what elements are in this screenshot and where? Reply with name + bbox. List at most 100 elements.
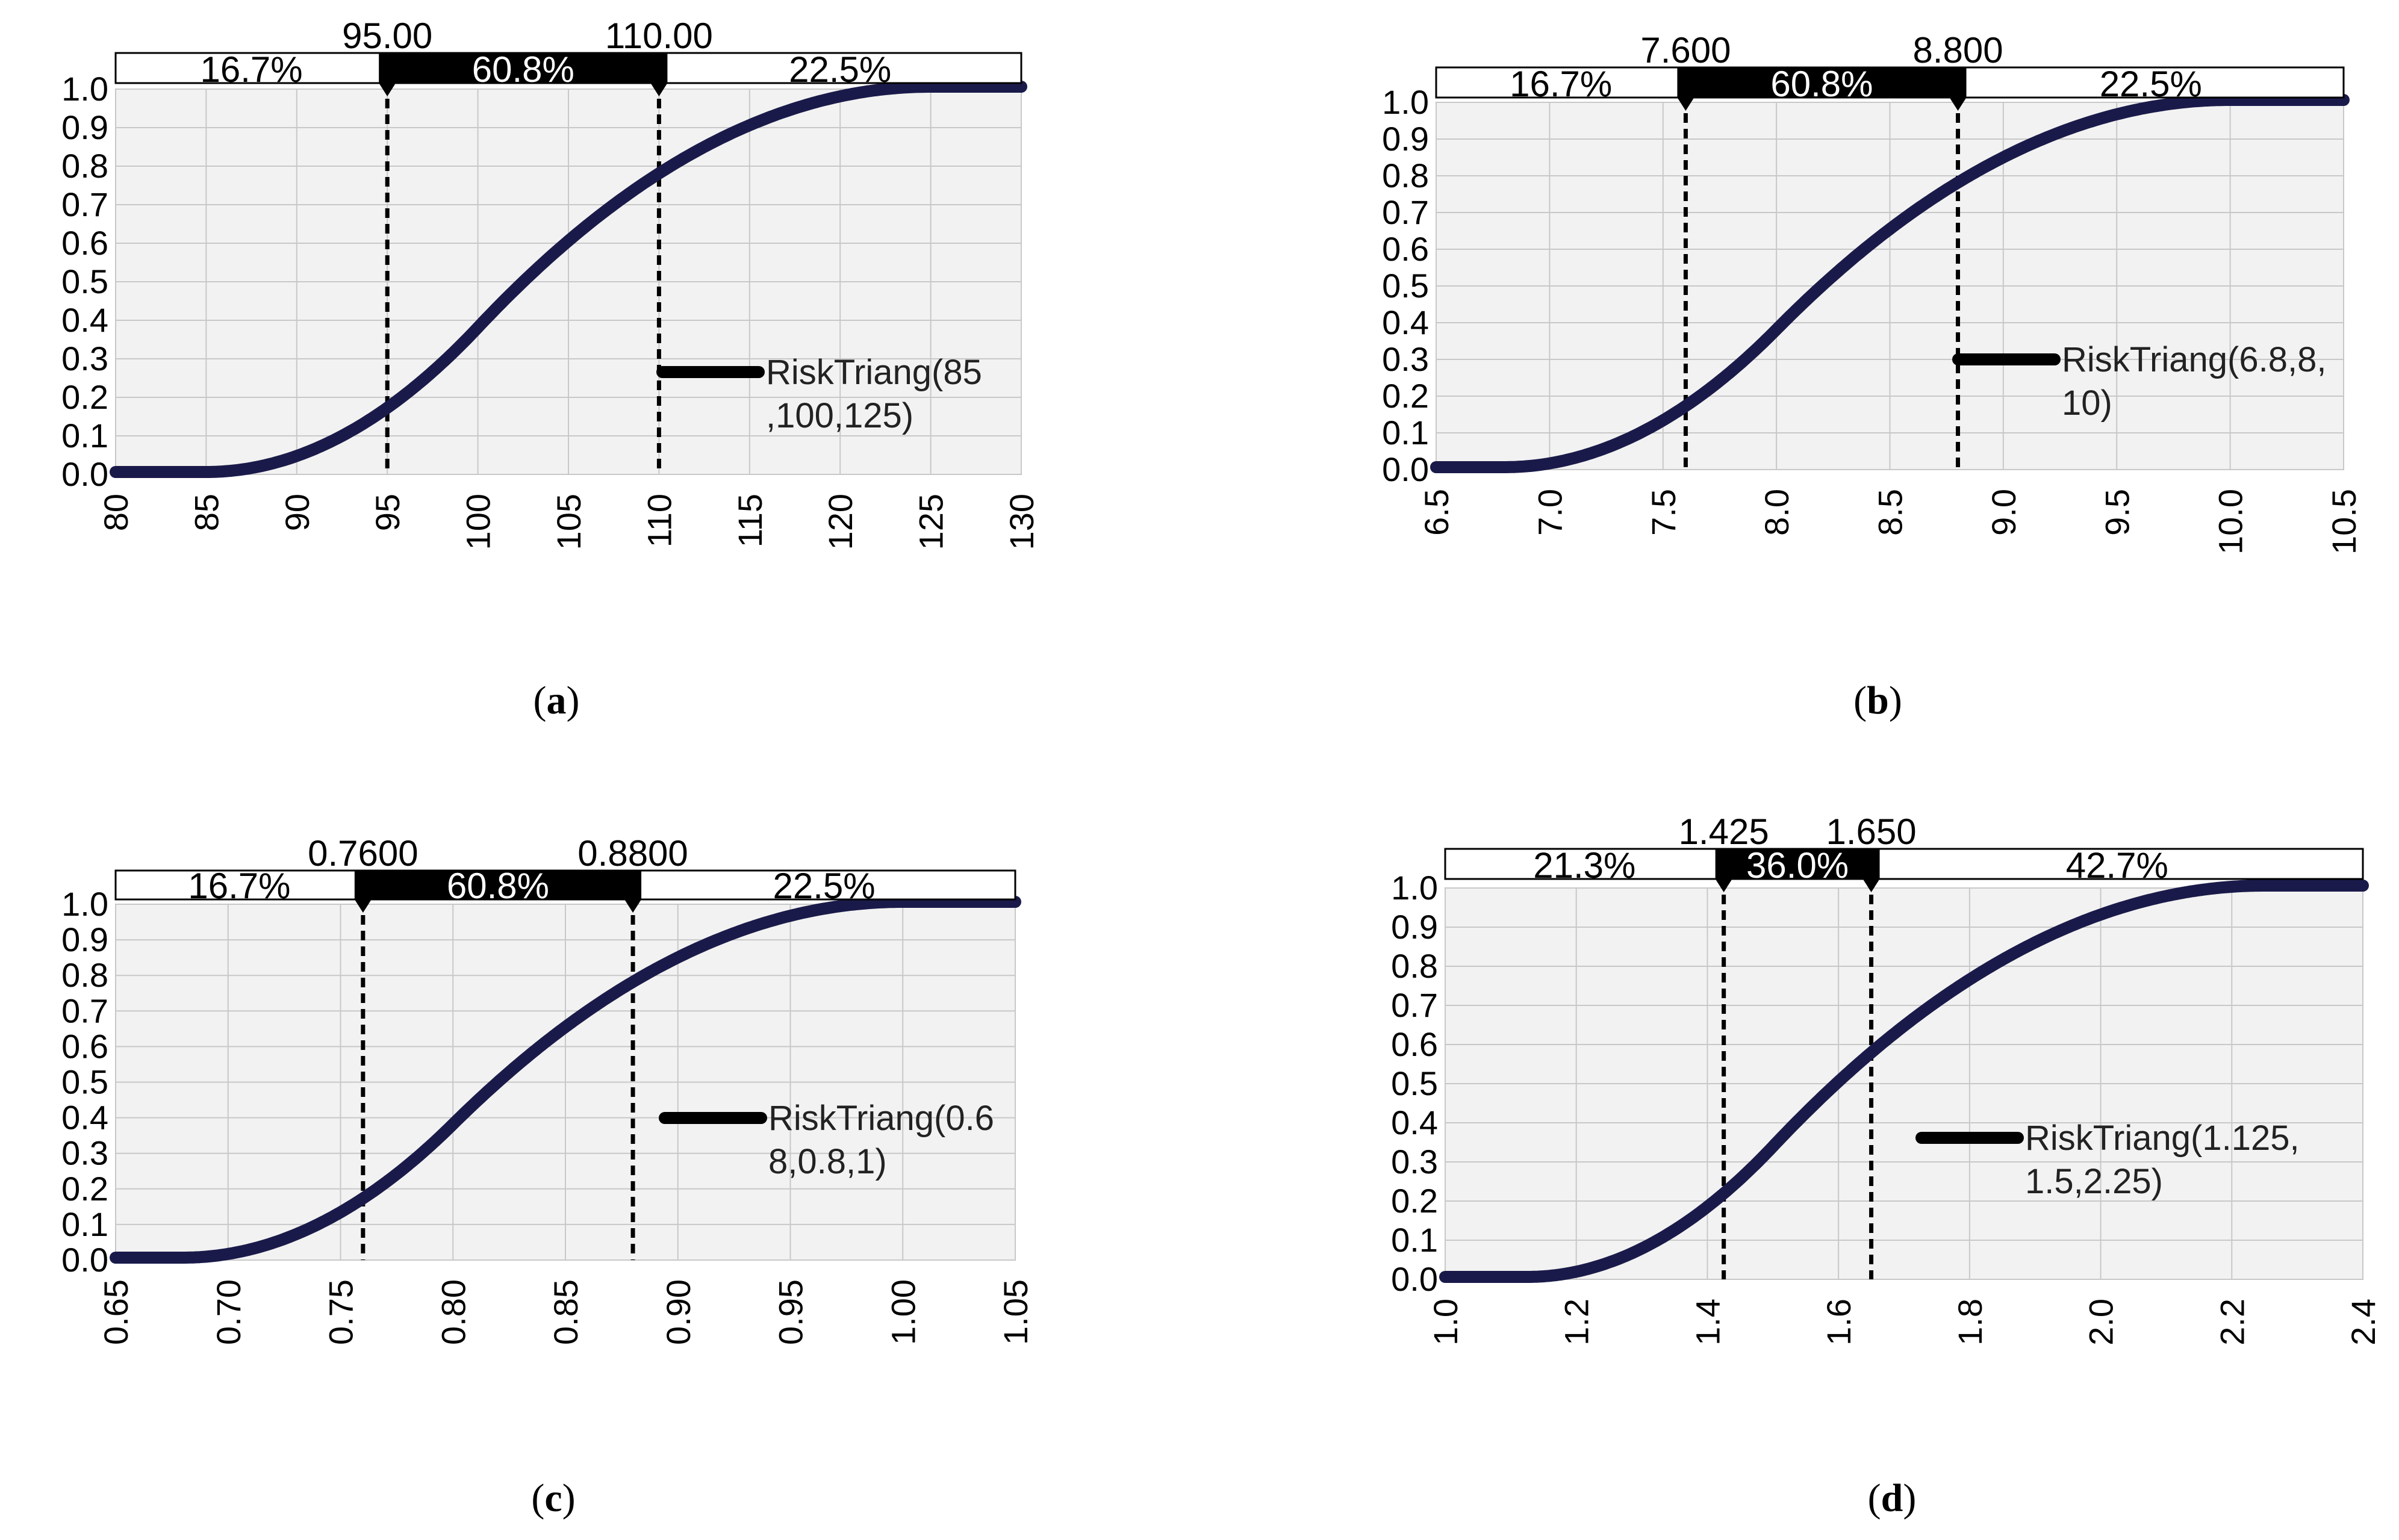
legend-label: RiskTriang(85	[766, 353, 982, 392]
x-tick-label: 7.0	[1531, 489, 1569, 536]
y-tick-label: 1.0	[61, 70, 108, 108]
marker-handle[interactable]	[1715, 879, 1732, 892]
x-tick-label: 120	[821, 494, 859, 550]
x-tick-label: 2.0	[2082, 1299, 2120, 1346]
chart-panel-c: 0.00.10.20.30.40.50.60.70.80.91.0 0.65 0.7…	[61, 833, 1035, 1520]
y-tick-label: 0.9	[1391, 908, 1438, 946]
legend-label: RiskTriang(1.125,	[2025, 1119, 2300, 1158]
x-tick-label: 0.70	[210, 1279, 247, 1345]
percent-band-middle	[354, 871, 642, 899]
x-tick-label: 10.5	[2325, 489, 2363, 554]
y-tick-label: 0.2	[1391, 1182, 1438, 1220]
x-tick-label: 1.2	[1558, 1299, 1596, 1346]
percent-label: 16.7%	[201, 49, 303, 90]
marker-handle[interactable]	[1949, 98, 1967, 111]
y-tick-label: 0.1	[61, 417, 108, 455]
y-tick-label: 0.4	[61, 1099, 108, 1137]
marker-value-label: 0.7600	[308, 833, 419, 874]
chart-panel-b: 0.00.10.20.30.40.50.60.70.80.91.0 6.5 7.0 7…	[1382, 30, 2363, 722]
x-tick-label: 1.8	[1951, 1299, 1989, 1346]
y-tick-label: 0.0	[1391, 1260, 1438, 1298]
marker-value-label: 110.00	[605, 16, 713, 56]
y-tick-label: 0.7	[1391, 986, 1438, 1024]
y-tick-label: 0.2	[61, 378, 108, 416]
percent-label: 22.5%	[2100, 64, 2202, 104]
x-tick-label: 1.00	[884, 1279, 922, 1345]
x-tick-label: 110	[640, 494, 678, 547]
cdf-curve	[110, 81, 1027, 478]
y-tick-label: 1.0	[1382, 83, 1429, 121]
x-tick-label: 130	[1003, 494, 1041, 550]
x-tick-label: 1.6	[1820, 1299, 1858, 1346]
marker-handle[interactable]	[1677, 98, 1694, 111]
y-tick-label: 0.3	[1382, 340, 1429, 378]
percent-label: 16.7%	[188, 866, 290, 906]
y-tick-label: 0.4	[1391, 1104, 1438, 1141]
x-tick-label: 105	[550, 494, 588, 550]
legend-label: 10)	[2062, 383, 2112, 423]
y-tick-label: 1.0	[1391, 869, 1438, 907]
y-tick-label: 0.5	[61, 1063, 108, 1101]
legend-label: RiskTriang(0.6	[768, 1099, 994, 1138]
marker-handle[interactable]	[1862, 879, 1880, 892]
chart-panel-a: 0.00.10.20.30.40.50.60.70.80.91.0 80 85 90 9…	[61, 16, 1041, 722]
x-tick-label: 0.75	[322, 1279, 360, 1345]
y-tick-label: 0.9	[61, 921, 108, 958]
percent-label: 22.5%	[789, 49, 891, 90]
y-tick-label: 0.8	[1391, 947, 1438, 985]
x-tick-label: 125	[912, 494, 950, 550]
y-tick-label: 0.6	[61, 1027, 108, 1065]
y-tick-label: 0.4	[1382, 303, 1429, 341]
x-tick-label: 7.5	[1644, 489, 1682, 536]
x-tick-label: 0.95	[772, 1279, 810, 1345]
percent-band-middle	[1677, 67, 1967, 98]
percent-label: 60.8%	[472, 49, 574, 90]
y-tick-label: 0.0	[1382, 450, 1429, 488]
percent-label: 22.5%	[773, 866, 875, 906]
x-tick-label: 90	[278, 494, 316, 531]
legend-label: ,100,125)	[766, 396, 913, 435]
y-tick-label: 0.4	[61, 301, 108, 339]
marker-handle[interactable]	[379, 83, 396, 96]
marker-handle[interactable]	[624, 899, 642, 913]
panel-caption: (b)	[1853, 678, 1902, 722]
x-tick-label: 9.5	[2098, 489, 2136, 536]
x-tick-label: 100	[459, 494, 497, 550]
marker-handle[interactable]	[650, 83, 668, 96]
x-tick-label: 9.0	[1985, 489, 2023, 536]
legend-label: RiskTriang(6.8,8,	[2062, 340, 2326, 379]
panel-caption: (c)	[531, 1476, 575, 1520]
y-tick-label: 0.3	[1391, 1143, 1438, 1181]
x-tick-label: 8.5	[1872, 489, 1909, 536]
y-tick-label: 0.1	[61, 1205, 108, 1243]
x-tick-label: 6.5	[1417, 489, 1455, 536]
y-tick-label: 0.2	[61, 1170, 108, 1208]
y-tick-label: 0.6	[1382, 230, 1429, 268]
percent-label: 60.8%	[447, 866, 549, 906]
x-tick-label: 0.90	[659, 1279, 697, 1345]
y-tick-label: 0.8	[61, 956, 108, 994]
chart-panel-d: 0.00.10.20.30.40.50.60.70.80.91.01.0 1.2 1…	[1391, 812, 2382, 1520]
y-tick-label: 0.5	[61, 262, 108, 300]
x-tick-label: 0.80	[434, 1279, 472, 1345]
panel-letter: c	[544, 1476, 562, 1520]
y-tick-label: 1.0	[61, 885, 108, 923]
y-tick-label: 0.5	[1382, 267, 1429, 305]
percent-label: 16.7%	[1510, 64, 1612, 104]
legend-label: 1.5,2.25)	[2025, 1162, 2163, 1201]
y-tick-label: 0.6	[61, 224, 108, 262]
x-tick-label: 0.85	[547, 1279, 585, 1345]
x-tick-label: 10.0	[2212, 489, 2250, 554]
x-tick-label: 8.0	[1758, 489, 1796, 536]
x-tick-label: 95	[369, 494, 406, 531]
marker-value-label: 95.00	[342, 16, 432, 56]
x-tick-label: 1.0	[1427, 1299, 1464, 1346]
y-tick-label: 0.7	[61, 185, 108, 223]
y-tick-label: 0.6	[1391, 1025, 1438, 1063]
x-tick-label: 2.2	[2213, 1299, 2251, 1346]
marker-handle[interactable]	[354, 899, 372, 913]
percent-band-middle	[1715, 849, 1880, 879]
panel-letter: d	[1881, 1476, 1903, 1520]
percent-label: 42.7%	[2066, 845, 2168, 886]
